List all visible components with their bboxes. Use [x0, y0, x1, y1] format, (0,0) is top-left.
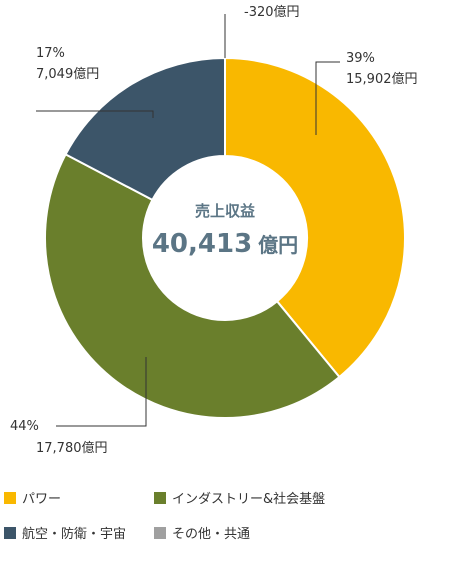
center-title: 売上収益 [195, 202, 255, 220]
legend-swatch-other [154, 526, 166, 539]
center-total-unit: 億円 [258, 233, 298, 257]
slice-power [224, 56, 406, 379]
leader-aero [36, 110, 154, 118]
legend-swatch-power [4, 491, 16, 504]
label-power-value: 15,902億円 [346, 71, 418, 87]
legend-item-power: パワー [4, 488, 154, 507]
label-aero-percent: 17% [36, 46, 65, 61]
center-total-value: 40,413 [152, 229, 252, 259]
legend-label-industry: インダストリー&社会基盤 [172, 492, 326, 507]
legend-label-aero: 航空・防衛・宇宙 [22, 527, 127, 542]
legend-item-industry: インダストリー&社会基盤 [154, 488, 424, 507]
legend-label-other: その他・共通 [172, 527, 251, 542]
leader-industry [56, 357, 147, 427]
legend-label-power: パワー [22, 492, 62, 507]
legend-swatch-aero [4, 526, 16, 539]
center-total: 40,413 億円 [152, 229, 298, 259]
legend: パワー インダストリー&社会基盤 航空・防衛・宇宙 その他・共通 [4, 488, 444, 542]
label-power-percent: 39% [346, 51, 375, 66]
label-other-value: -320億円 [244, 4, 300, 20]
donut-chart: -320億円 39% 15,902億円 17% 7,049億円 44% 17,7… [10, 4, 418, 456]
label-aero-value: 7,049億円 [36, 66, 99, 82]
legend-swatch-industry [154, 491, 166, 504]
leader-power [315, 61, 340, 135]
legend-item-other: その他・共通 [154, 523, 424, 542]
label-industry-value: 17,780億円 [36, 440, 108, 456]
label-industry-percent: 44% [10, 419, 39, 434]
legend-item-aero: 航空・防衛・宇宙 [4, 523, 154, 542]
slice-industry [44, 152, 341, 419]
